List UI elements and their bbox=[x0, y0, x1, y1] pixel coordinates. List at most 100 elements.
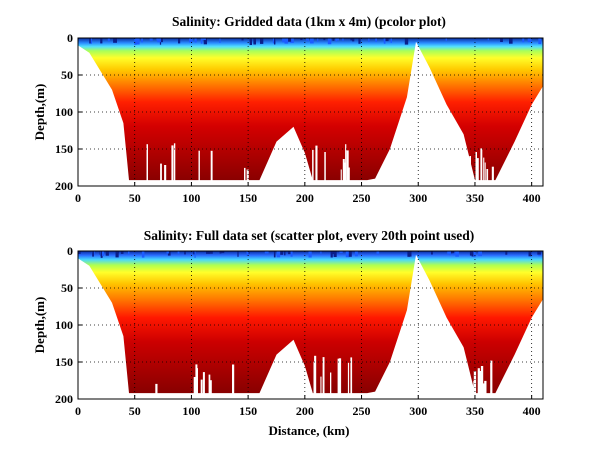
data-gap bbox=[477, 368, 480, 399]
y-tick-label: 200 bbox=[55, 179, 73, 193]
surface-streak bbox=[332, 38, 335, 41]
x-ticks-top: 0 50 100 150 200 250 300 350 400 bbox=[75, 182, 541, 205]
surface-streak bbox=[445, 38, 447, 41]
surface-streak bbox=[469, 251, 472, 256]
surface-streak bbox=[383, 38, 386, 44]
data-gap bbox=[482, 383, 485, 399]
data-gap bbox=[484, 162, 486, 186]
surface-streak bbox=[107, 38, 110, 42]
surface-streak bbox=[317, 38, 319, 42]
surface-streak bbox=[537, 251, 541, 255]
surface-streak bbox=[368, 38, 370, 42]
surface-streak bbox=[167, 251, 171, 256]
surface-streak bbox=[206, 251, 210, 254]
data-gap bbox=[346, 150, 349, 186]
surface-streak bbox=[447, 251, 451, 255]
x-tick-label: 100 bbox=[182, 404, 200, 418]
data-gap bbox=[473, 371, 477, 399]
x-tick-label: 350 bbox=[466, 404, 484, 418]
data-gap bbox=[164, 165, 167, 186]
surface-streak bbox=[509, 38, 513, 44]
surface-streak bbox=[528, 251, 532, 257]
data-gap bbox=[480, 148, 483, 186]
surface-streak bbox=[522, 38, 525, 43]
surface-streak bbox=[203, 38, 207, 45]
surface-streak bbox=[354, 251, 358, 257]
surface-streak bbox=[385, 38, 389, 42]
surface-streak bbox=[202, 38, 206, 40]
surface-streak bbox=[246, 251, 249, 256]
surface-streak bbox=[100, 251, 104, 256]
surface-streak bbox=[136, 38, 140, 45]
surface-streak bbox=[290, 38, 294, 43]
data-gap bbox=[200, 379, 203, 399]
data-gap bbox=[198, 150, 200, 186]
x-tick-label: 300 bbox=[409, 191, 427, 205]
x-tick-label: 400 bbox=[523, 404, 541, 418]
y-tick-label: 50 bbox=[61, 68, 73, 82]
data-gap bbox=[347, 362, 350, 399]
surface-streak bbox=[287, 38, 292, 42]
surface-streak bbox=[105, 251, 109, 256]
surface-streak bbox=[219, 251, 222, 254]
x-tick-label: 400 bbox=[523, 191, 541, 205]
surface-streak bbox=[276, 251, 281, 258]
y-tick-label: 100 bbox=[55, 105, 73, 119]
surface-streak bbox=[249, 38, 252, 45]
bottom-gaps-top bbox=[146, 143, 494, 186]
surface-streak bbox=[184, 251, 186, 255]
data-gap bbox=[475, 152, 477, 186]
surface-streak bbox=[134, 38, 137, 45]
data-gap bbox=[173, 143, 176, 186]
data-gap bbox=[478, 371, 481, 399]
x-tick-label: 200 bbox=[296, 191, 314, 205]
surface-streak bbox=[358, 38, 361, 44]
data-gap bbox=[350, 357, 353, 399]
surface-streak bbox=[193, 251, 195, 255]
data-gap bbox=[345, 144, 347, 186]
x-tick-label: 350 bbox=[466, 191, 484, 205]
bottom-gaps-bottom bbox=[155, 355, 493, 399]
surface-streak bbox=[404, 38, 409, 45]
surface-streak bbox=[339, 251, 343, 254]
surface-streak bbox=[248, 251, 250, 254]
surface-streak bbox=[307, 38, 309, 42]
surface-streak bbox=[310, 38, 314, 44]
panel-bottom: Salinity: Full data set (scatter plot, e… bbox=[32, 228, 544, 438]
surface-streak bbox=[253, 38, 256, 45]
surface-streak bbox=[128, 251, 130, 255]
data-gap bbox=[193, 377, 196, 399]
surface-streak bbox=[348, 251, 352, 257]
x-tick-label: 50 bbox=[129, 191, 141, 205]
y-tick-label: 0 bbox=[67, 244, 73, 258]
surface-streak bbox=[78, 251, 81, 254]
y-axis-label-bottom: Depth,(m) bbox=[32, 297, 47, 354]
surface-streak bbox=[149, 38, 153, 41]
data-gap bbox=[490, 360, 493, 399]
surface-streak bbox=[342, 38, 344, 41]
surface-streak bbox=[100, 251, 102, 257]
surface-streak bbox=[273, 251, 276, 258]
x-tick-label: 50 bbox=[129, 404, 141, 418]
grid-top bbox=[78, 38, 543, 186]
y-ticks-top: 0 50 100 150 200 bbox=[55, 31, 82, 193]
surface-streak bbox=[331, 251, 335, 254]
x-tick-label: 200 bbox=[296, 404, 314, 418]
surface-streak bbox=[505, 251, 508, 255]
data-gap bbox=[476, 158, 479, 186]
surface-streak bbox=[352, 38, 355, 42]
y-tick-label: 200 bbox=[55, 392, 73, 406]
data-gap bbox=[337, 358, 339, 399]
surface-streak bbox=[478, 251, 482, 257]
surface-streak bbox=[284, 38, 289, 44]
x-axis-label: Distance, (km) bbox=[269, 423, 350, 438]
x-tick-label: 250 bbox=[353, 191, 371, 205]
surface-streak bbox=[538, 38, 542, 45]
x-tick-label: 150 bbox=[239, 191, 257, 205]
data-gap bbox=[208, 374, 211, 399]
data-gap bbox=[312, 149, 314, 186]
surface-streak bbox=[290, 251, 293, 257]
data-gap bbox=[146, 144, 148, 186]
data-gap bbox=[342, 159, 345, 186]
data-gap bbox=[246, 169, 249, 186]
